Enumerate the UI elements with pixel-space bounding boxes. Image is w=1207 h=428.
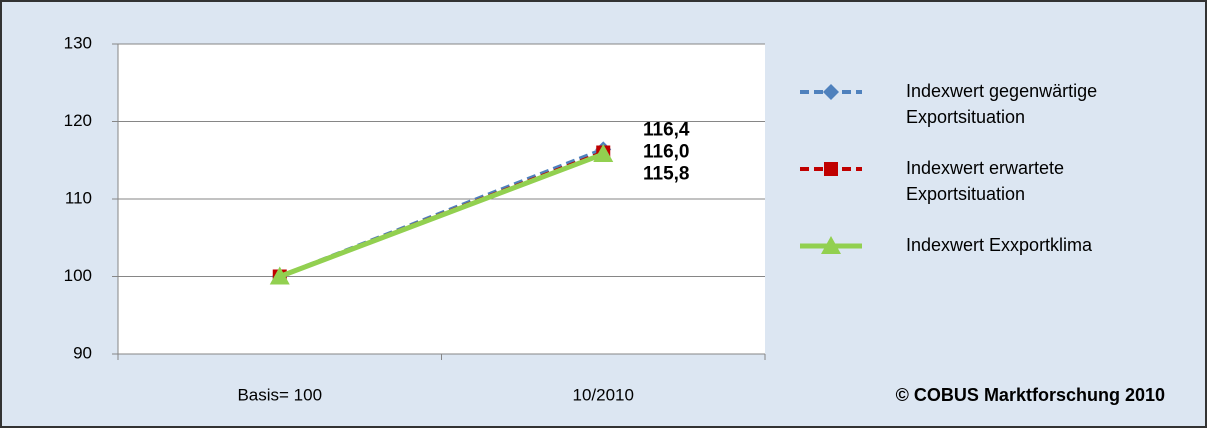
data-point (593, 144, 614, 163)
y-tick-label: 110 (65, 188, 92, 207)
y-tick-label: 130 (64, 33, 92, 52)
series-line (278, 151, 605, 279)
data-point (269, 266, 290, 285)
legend-marker (824, 162, 838, 176)
annotation: © COBUS Marktforschung 2010 (896, 385, 1165, 405)
data-label: 116,0 (643, 142, 690, 163)
legend-label: Indexwert gegenwärtige Exportsituation (906, 81, 1098, 127)
y-tick-label: 100 (64, 266, 92, 285)
data-label: 115,8 (643, 164, 690, 185)
x-tick-label: 10/2010 (573, 385, 634, 404)
legend-marker (821, 236, 841, 254)
data-label: 116,4 (643, 120, 690, 141)
legend-label: Indexwert erwartete Exportsituation (906, 158, 1065, 204)
legend-label: Indexwert Exxportklima (906, 235, 1093, 255)
y-tick-label: 120 (64, 111, 92, 130)
legend-marker (823, 84, 839, 100)
x-tick-label: Basis= 100 (237, 385, 322, 404)
y-tick-label: 90 (73, 343, 92, 362)
